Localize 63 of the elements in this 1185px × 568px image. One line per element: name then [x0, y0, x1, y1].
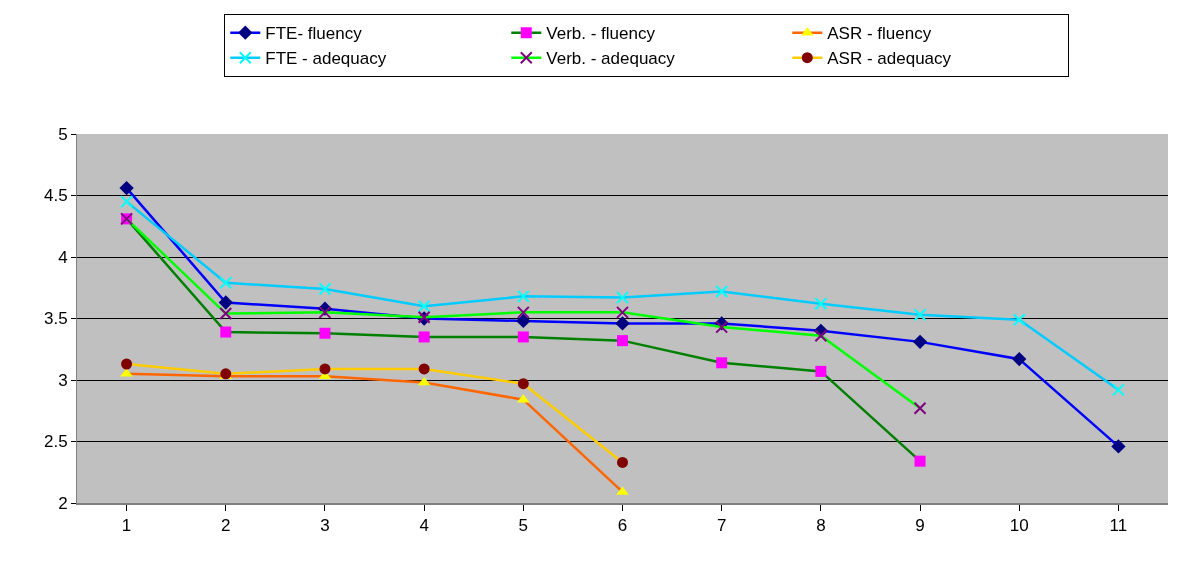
y-tick-label: 3 [58, 370, 68, 390]
point [218, 295, 233, 310]
x-tick-label: 8 [816, 516, 826, 536]
point [814, 329, 828, 343]
x-tick-label: 5 [518, 516, 529, 536]
legend-label: FTE- fluency [265, 24, 363, 44]
legend-label: Verb. - fluency [546, 24, 656, 44]
y-tick-label: 2.5 [43, 432, 68, 452]
legend-label: Verb. - adequacy [546, 49, 676, 69]
point [516, 289, 530, 303]
point [418, 363, 430, 375]
y-tick-label: 2 [58, 493, 68, 513]
point [616, 305, 629, 319]
point [615, 316, 630, 331]
point [715, 320, 729, 334]
point [616, 291, 629, 305]
point [913, 401, 927, 415]
point [319, 327, 331, 339]
point [516, 313, 531, 329]
y-tick-label: 4.5 [43, 186, 68, 206]
x-tick-label: 2 [221, 516, 231, 536]
point [912, 334, 928, 350]
point [119, 180, 134, 196]
x-tick-label: 7 [716, 516, 727, 536]
point [1111, 383, 1125, 397]
x-tick-label: 6 [617, 516, 628, 536]
point [219, 307, 233, 321]
point [517, 331, 529, 343]
x-tick-label: 3 [320, 516, 330, 536]
point [418, 331, 430, 343]
x-tick-label: 4 [419, 516, 429, 536]
x-tick-label: 11 [1109, 516, 1128, 536]
point [617, 335, 628, 347]
point [516, 305, 530, 319]
point [617, 456, 628, 468]
x-tick-label: 1 [121, 516, 132, 536]
point [120, 195, 134, 209]
point [219, 276, 233, 290]
point [318, 305, 332, 319]
legend-label: ASR - fluency [827, 24, 932, 44]
point [517, 378, 529, 390]
point [715, 284, 729, 298]
point [318, 282, 332, 296]
point [913, 308, 927, 322]
legend-label: ASR - adequacy [827, 49, 952, 69]
point [1012, 313, 1026, 327]
point [1111, 439, 1126, 454]
point [319, 363, 331, 375]
x-tick-label: 9 [915, 516, 925, 536]
point [815, 365, 827, 377]
y-tick-label: 3.5 [43, 309, 68, 329]
y-tick-label: 5 [58, 124, 68, 144]
point [417, 299, 431, 313]
point [914, 455, 926, 467]
point [121, 358, 133, 370]
point [814, 297, 828, 311]
x-tick-label: 10 [1009, 516, 1029, 536]
legend-label: FTE - adequacy [265, 49, 387, 69]
point [1012, 351, 1027, 367]
point [716, 357, 728, 369]
point [417, 376, 431, 386]
y-tick-label: 4 [58, 247, 68, 267]
point [220, 326, 232, 338]
